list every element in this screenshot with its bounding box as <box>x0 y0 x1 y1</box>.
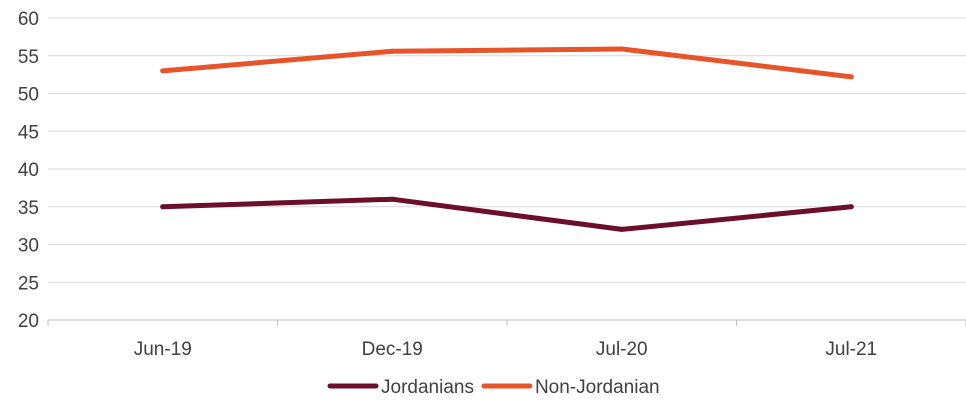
y-tick-label: 20 <box>18 311 39 332</box>
series-line-1 <box>160 46 854 80</box>
series-line-0 <box>160 196 854 232</box>
y-axis-ticks: 60 55 50 45 40 35 30 25 20 <box>18 9 39 332</box>
legend: Jordanians Non-Jordanian <box>327 377 660 398</box>
data-point <box>160 68 166 74</box>
x-tick-label: Dec-19 <box>362 339 423 360</box>
x-tick-label: Jul-21 <box>825 339 877 360</box>
y-tick-label: 45 <box>18 122 39 143</box>
data-point <box>389 196 395 202</box>
y-tick-label: 40 <box>18 160 39 181</box>
y-tick-label: 30 <box>18 236 39 257</box>
data-point <box>389 48 395 54</box>
data-point <box>848 74 854 80</box>
gridlines <box>48 17 966 321</box>
x-axis: Jun-19 Dec-19 Jul-20 Jul-21 <box>47 320 966 360</box>
y-tick-label: 35 <box>18 198 39 219</box>
legend-label: Jordanians <box>381 377 474 398</box>
x-tick-label: Jun-19 <box>134 339 192 360</box>
legend-label: Non-Jordanian <box>535 377 660 398</box>
series-lines <box>160 46 854 232</box>
data-point <box>160 204 166 210</box>
y-tick-label: 60 <box>18 9 39 30</box>
data-point <box>848 204 854 210</box>
x-tick-label: Jul-20 <box>596 339 648 360</box>
data-point <box>619 226 625 232</box>
data-point <box>619 46 625 52</box>
y-tick-label: 55 <box>18 47 39 68</box>
y-tick-label: 50 <box>18 85 39 106</box>
y-tick-label: 25 <box>18 273 39 294</box>
